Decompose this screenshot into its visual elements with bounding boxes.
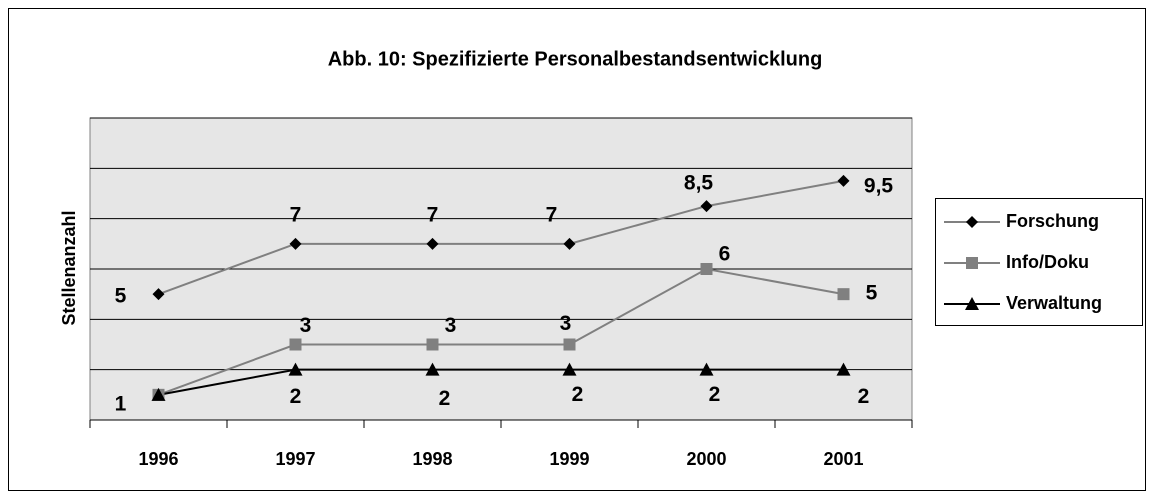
data-label: 9,5 [864, 174, 894, 197]
data-label: 3 [300, 314, 312, 337]
marker [966, 216, 978, 228]
marker [289, 237, 302, 250]
data-label: 2 [439, 387, 451, 410]
data-label: 1 [115, 392, 127, 415]
marker [837, 174, 850, 187]
series-line [158, 267, 844, 396]
data-label: 2 [858, 385, 870, 408]
data-label: 7 [427, 203, 439, 226]
marker [426, 338, 439, 351]
marker [965, 297, 979, 310]
data-label: 2 [290, 385, 302, 408]
marker [837, 288, 850, 301]
x-tick-label: 2001 [823, 449, 863, 469]
legend-label: Forschung [1006, 211, 1099, 231]
x-tick-label: 2000 [686, 449, 726, 469]
marker [152, 288, 165, 301]
marker [425, 362, 440, 376]
marker [700, 200, 713, 213]
data-label: 6 [719, 243, 731, 266]
marker [836, 362, 851, 376]
marker [289, 338, 302, 351]
legend-label: Info/Doku [1006, 252, 1089, 272]
data-label: 2 [709, 383, 721, 406]
marker [151, 387, 166, 401]
marker [563, 338, 576, 351]
data-label: 7 [290, 203, 302, 226]
data-label: 3 [560, 312, 572, 335]
marker [700, 263, 713, 275]
data-label: 3 [445, 314, 457, 337]
chart-title: Abb. 10: Spezifizierte Personalbestandse… [328, 48, 823, 70]
data-label: 2 [572, 383, 584, 406]
data-label: 7 [546, 203, 558, 226]
marker [563, 237, 576, 250]
data-label: 5 [115, 285, 127, 308]
data-label: 8,5 [684, 172, 714, 195]
series-line [158, 179, 844, 296]
marker [562, 362, 577, 376]
marker [966, 257, 978, 269]
data-label: 5 [866, 282, 878, 305]
x-tick-label: 1998 [412, 449, 452, 469]
legend-label: Verwaltung [1006, 293, 1102, 313]
x-tick-label: 1996 [138, 449, 178, 469]
y-axis-label: Stellenanzahl [59, 210, 79, 325]
series-line [158, 368, 844, 396]
x-tick-label: 1999 [549, 449, 589, 469]
marker [426, 237, 439, 250]
marker [699, 362, 714, 376]
marker [288, 362, 303, 376]
x-tick-label: 1997 [275, 449, 315, 469]
